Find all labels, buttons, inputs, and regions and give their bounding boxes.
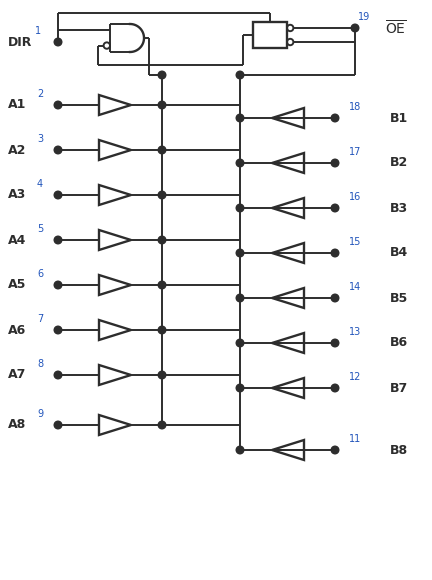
Circle shape — [236, 71, 244, 79]
Circle shape — [54, 146, 62, 154]
Text: 16: 16 — [349, 192, 361, 202]
Circle shape — [236, 384, 244, 392]
Circle shape — [331, 159, 339, 167]
Text: B1: B1 — [390, 111, 408, 125]
Circle shape — [158, 326, 166, 334]
Text: 13: 13 — [349, 327, 361, 337]
Circle shape — [236, 446, 244, 454]
Bar — [253, 22, 287, 48]
Circle shape — [236, 249, 244, 257]
Circle shape — [54, 38, 62, 46]
Text: 18: 18 — [349, 102, 361, 112]
Circle shape — [236, 204, 244, 212]
Text: 11: 11 — [349, 434, 361, 444]
Text: B3: B3 — [390, 201, 408, 215]
Circle shape — [54, 101, 62, 109]
Circle shape — [158, 191, 166, 199]
Text: 8: 8 — [37, 359, 43, 369]
Circle shape — [158, 371, 166, 379]
Text: 9: 9 — [37, 409, 43, 419]
Text: A7: A7 — [8, 368, 26, 382]
Text: $\overline{\rm OE}$: $\overline{\rm OE}$ — [385, 19, 407, 37]
Text: B5: B5 — [390, 292, 408, 304]
Circle shape — [54, 421, 62, 429]
Text: A2: A2 — [8, 143, 26, 157]
Text: 1: 1 — [35, 26, 41, 36]
Circle shape — [331, 339, 339, 347]
Text: A8: A8 — [8, 419, 26, 432]
Circle shape — [236, 339, 244, 347]
Text: B6: B6 — [390, 336, 408, 350]
Text: 14: 14 — [349, 282, 361, 292]
Circle shape — [331, 446, 339, 454]
Text: A6: A6 — [8, 324, 26, 336]
Text: 5: 5 — [37, 224, 43, 234]
Circle shape — [331, 204, 339, 212]
Circle shape — [158, 236, 166, 244]
Circle shape — [351, 24, 359, 32]
Circle shape — [158, 71, 166, 79]
Circle shape — [54, 326, 62, 334]
Circle shape — [331, 384, 339, 392]
Text: A4: A4 — [8, 234, 26, 246]
Text: 15: 15 — [349, 237, 362, 247]
Circle shape — [54, 191, 62, 199]
Text: 7: 7 — [37, 314, 43, 324]
Circle shape — [236, 159, 244, 167]
Circle shape — [158, 281, 166, 289]
Circle shape — [54, 281, 62, 289]
Text: 3: 3 — [37, 134, 43, 144]
Circle shape — [54, 236, 62, 244]
Text: A5: A5 — [8, 278, 26, 292]
Text: B4: B4 — [390, 246, 408, 259]
Text: A1: A1 — [8, 99, 26, 111]
Circle shape — [331, 114, 339, 122]
Text: B8: B8 — [390, 444, 408, 456]
Text: B2: B2 — [390, 157, 408, 169]
Circle shape — [54, 371, 62, 379]
Circle shape — [158, 146, 166, 154]
Text: 17: 17 — [349, 147, 362, 157]
Text: DIR: DIR — [8, 35, 32, 49]
Text: 19: 19 — [358, 12, 370, 22]
Circle shape — [331, 294, 339, 302]
Circle shape — [236, 114, 244, 122]
Text: 4: 4 — [37, 179, 43, 189]
Text: A3: A3 — [8, 188, 26, 201]
Text: 12: 12 — [349, 372, 362, 382]
Circle shape — [236, 294, 244, 302]
Text: 6: 6 — [37, 269, 43, 279]
Circle shape — [331, 249, 339, 257]
Text: B7: B7 — [390, 382, 408, 394]
Text: 2: 2 — [37, 89, 43, 99]
Circle shape — [158, 101, 166, 109]
Circle shape — [158, 421, 166, 429]
